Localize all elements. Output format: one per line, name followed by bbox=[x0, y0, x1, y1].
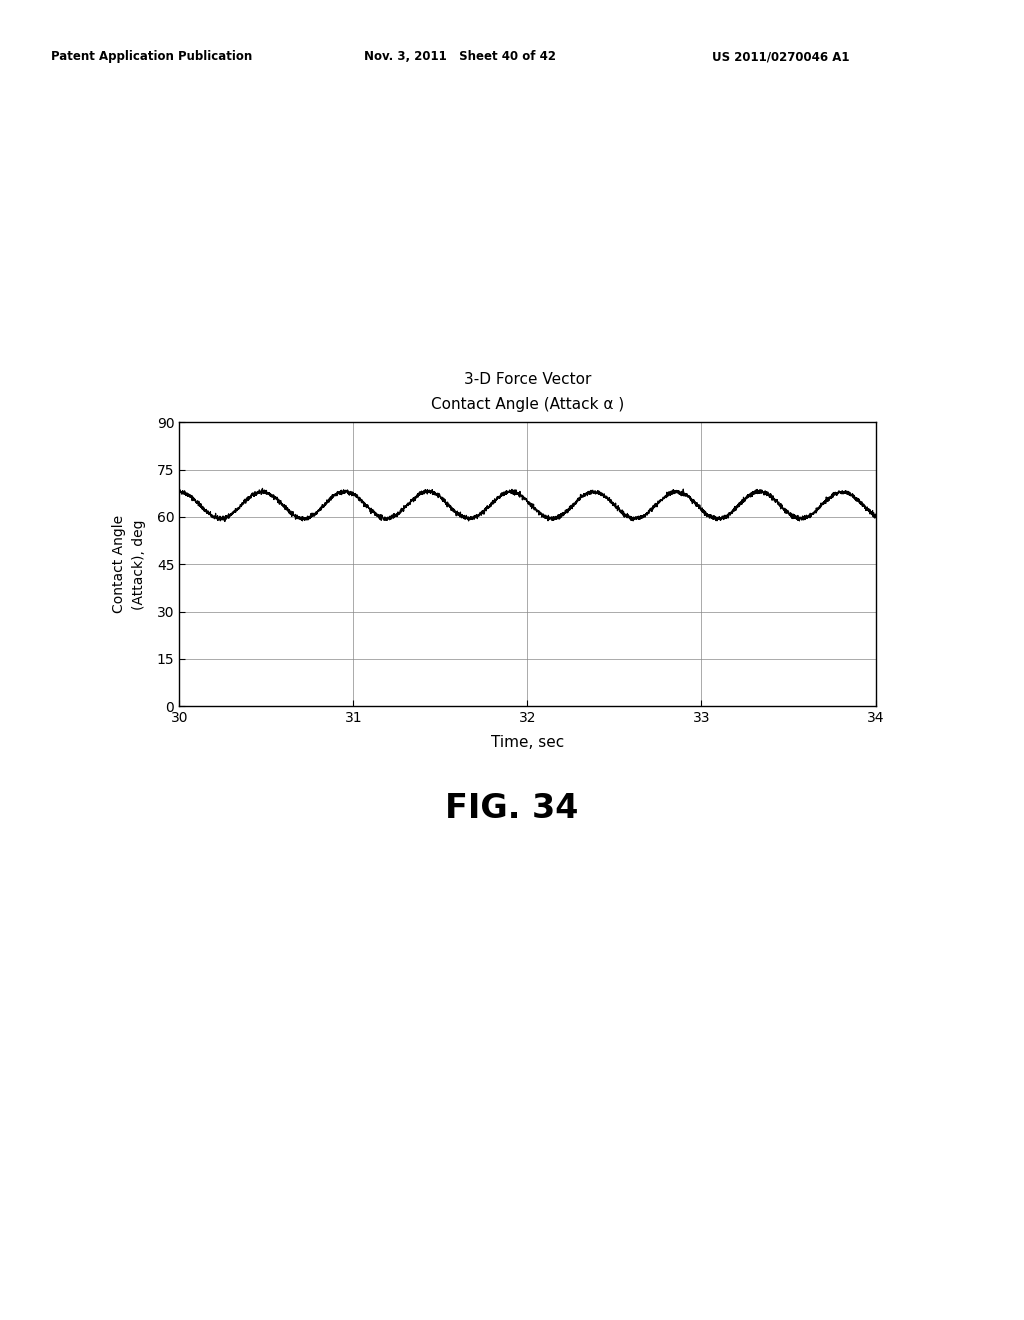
X-axis label: Time, sec: Time, sec bbox=[490, 735, 564, 750]
Title: 3-D Force Vector
Contact Angle (Attack α ): 3-D Force Vector Contact Angle (Attack α… bbox=[431, 372, 624, 412]
Text: FIG. 34: FIG. 34 bbox=[445, 792, 579, 825]
Y-axis label: Contact Angle
(Attack), deg: Contact Angle (Attack), deg bbox=[112, 515, 145, 614]
Text: US 2011/0270046 A1: US 2011/0270046 A1 bbox=[712, 50, 849, 63]
Text: Nov. 3, 2011   Sheet 40 of 42: Nov. 3, 2011 Sheet 40 of 42 bbox=[364, 50, 555, 63]
Text: Patent Application Publication: Patent Application Publication bbox=[51, 50, 253, 63]
